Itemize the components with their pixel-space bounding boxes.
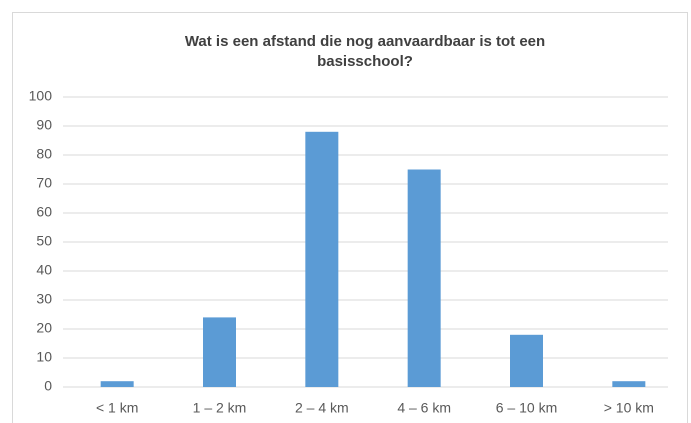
y-tick-label: 50 xyxy=(36,233,52,249)
bar xyxy=(510,334,543,387)
x-tick-label: > 10 km xyxy=(604,400,654,416)
chart-title: Wat is een afstand die nog aanvaardbaar … xyxy=(184,33,546,70)
y-tick-label: 20 xyxy=(36,320,52,336)
x-tick-label: 2 – 4 km xyxy=(295,400,349,416)
y-tick-label: 80 xyxy=(36,146,52,162)
x-tick-label: < 1 km xyxy=(96,400,138,416)
y-tick-label: 70 xyxy=(36,175,52,191)
y-tick-label: 100 xyxy=(29,88,53,104)
bar xyxy=(100,381,134,387)
x-tick-label: 4 – 6 km xyxy=(397,400,451,416)
bar xyxy=(203,317,236,387)
bar xyxy=(612,381,646,387)
y-tick-label: 90 xyxy=(36,117,52,133)
bar xyxy=(407,169,441,387)
x-tick-label: 6 – 10 km xyxy=(496,400,557,416)
x-tick-label: 1 – 2 km xyxy=(193,400,247,416)
y-tick-label: 60 xyxy=(36,204,52,220)
bar xyxy=(305,131,339,387)
y-tick-label: 0 xyxy=(44,378,52,394)
y-tick-label: 30 xyxy=(36,291,52,307)
chart-frame xyxy=(12,12,688,423)
y-tick-label: 40 xyxy=(36,262,52,278)
y-tick-label: 10 xyxy=(36,349,52,365)
